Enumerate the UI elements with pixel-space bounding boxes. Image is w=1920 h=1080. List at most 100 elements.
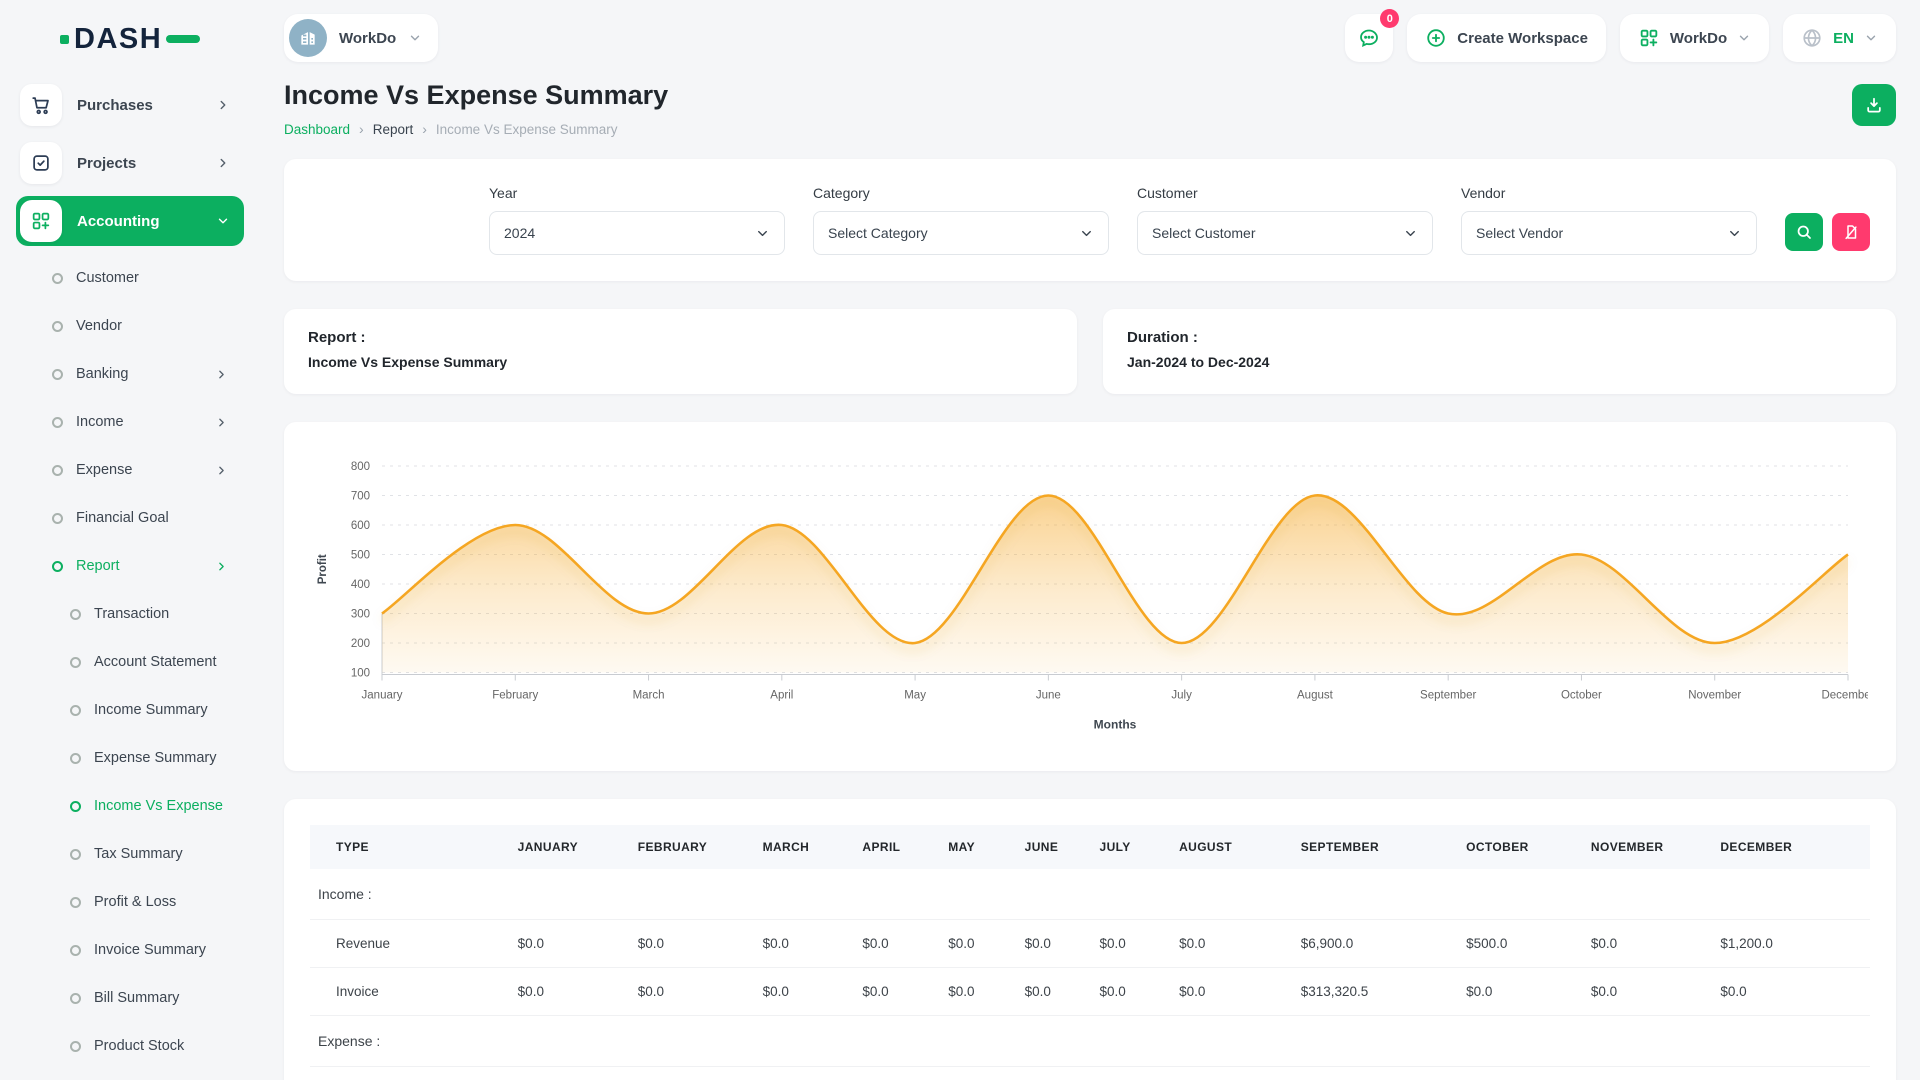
sidebar-item-label: Income Vs Expense xyxy=(94,798,223,814)
bullet-ring-icon xyxy=(70,945,81,956)
sidebar-item-customer[interactable]: Customer xyxy=(12,254,246,302)
sidebar-item-projects[interactable]: Projects xyxy=(16,138,244,188)
svg-text:200: 200 xyxy=(351,638,370,650)
sidebar-item-bill-summary[interactable]: Bill Summary xyxy=(12,974,246,1022)
sidebar-item-transaction[interactable]: Transaction xyxy=(12,590,246,638)
chevron-down-icon xyxy=(1737,31,1751,45)
bullet-ring-icon xyxy=(70,849,81,860)
chevron-right-icon xyxy=(215,368,228,381)
breadcrumb-report[interactable]: Report xyxy=(373,122,414,137)
sidebar-item-purchases[interactable]: Purchases xyxy=(16,80,244,130)
customer-select[interactable]: Select Customer xyxy=(1137,211,1433,255)
vendor-select[interactable]: Select Vendor xyxy=(1461,211,1757,255)
sidebar-main-nav: Purchases Projects Accounting xyxy=(12,80,246,246)
workspace-switcher[interactable]: WorkDo xyxy=(284,14,438,62)
bullet-ring-icon xyxy=(70,753,81,764)
profit-area-chart: 800700600500400300200100JanuaryFebruaryM… xyxy=(312,450,1868,755)
app-logo[interactable]: DASH xyxy=(12,14,246,64)
sidebar-item-label: Expense Summary xyxy=(94,750,217,766)
sidebar-item-label: Report xyxy=(76,558,120,574)
svg-text:October: October xyxy=(1561,690,1602,702)
sidebar-item-cash-flow[interactable]: Cash Flow xyxy=(12,1070,246,1080)
language-label: EN xyxy=(1833,30,1854,47)
group-label: Expense : xyxy=(310,1016,1870,1067)
sidebar-item-label: Purchases xyxy=(77,97,153,114)
messages-button[interactable]: 0 xyxy=(1345,14,1393,62)
row-value-cell: $0.0 xyxy=(940,968,1016,1016)
chevron-right-icon xyxy=(216,98,230,112)
category-select[interactable]: Select Category xyxy=(813,211,1109,255)
logo-dot-icon xyxy=(60,35,69,44)
bullet-ring-icon xyxy=(52,513,63,524)
bullet-ring-icon xyxy=(52,417,63,428)
svg-text:November: November xyxy=(1688,690,1741,702)
breadcrumb: Dashboard › Report › Income Vs Expense S… xyxy=(284,121,668,137)
svg-text:June: June xyxy=(1036,690,1061,702)
filter-field-customer: Customer Select Customer xyxy=(1137,185,1433,255)
plus-circle-icon xyxy=(1425,27,1447,49)
filter-label-customer: Customer xyxy=(1137,185,1433,201)
sidebar-item-label: Transaction xyxy=(94,606,169,622)
workspace-label: WorkDo xyxy=(339,30,396,47)
bullet-ring-icon xyxy=(70,705,81,716)
report-card-value: Income Vs Expense Summary xyxy=(308,354,1053,370)
sidebar-item-invoice-summary[interactable]: Invoice Summary xyxy=(12,926,246,974)
sidebar-item-expense-summary[interactable]: Expense Summary xyxy=(12,734,246,782)
svg-text:February: February xyxy=(492,690,538,702)
sidebar-item-accounting[interactable]: Accounting xyxy=(16,196,244,246)
chevron-down-icon xyxy=(1727,226,1742,241)
sidebar-item-banking[interactable]: Banking xyxy=(12,350,246,398)
download-icon xyxy=(1864,95,1884,115)
apply-filter-button[interactable] xyxy=(1785,213,1823,251)
sidebar-item-profit-loss[interactable]: Profit & Loss xyxy=(12,878,246,926)
sidebar-item-income-summary[interactable]: Income Summary xyxy=(12,686,246,734)
row-value-cell: $0.0 xyxy=(1171,968,1293,1016)
chevron-down-icon xyxy=(755,226,770,241)
breadcrumb-dashboard[interactable]: Dashboard xyxy=(284,122,350,137)
sidebar-item-financial-goal[interactable]: Financial Goal xyxy=(12,494,246,542)
sidebar-item-product-stock[interactable]: Product Stock xyxy=(12,1022,246,1070)
row-value-cell: $0.0 xyxy=(1017,920,1092,968)
table-group-row: Expense : xyxy=(310,1016,1870,1067)
bullet-ring-icon xyxy=(70,1041,81,1052)
sidebar-item-expense[interactable]: Expense xyxy=(12,446,246,494)
reset-filter-button[interactable] xyxy=(1832,213,1870,251)
bullet-ring-icon xyxy=(52,561,63,572)
svg-text:July: July xyxy=(1171,690,1192,702)
svg-text:500: 500 xyxy=(351,550,370,562)
chevron-right-icon xyxy=(216,156,230,170)
column-header-december: DECEMBER xyxy=(1712,825,1870,869)
row-value-cell: $0.0 xyxy=(1458,968,1583,1016)
row-type-cell: Invoice xyxy=(310,968,510,1016)
chevron-down-icon xyxy=(216,214,230,228)
row-value-cell: $0.0 xyxy=(630,968,755,1016)
select-value: Select Customer xyxy=(1152,225,1255,241)
row-value-cell: $0.0 xyxy=(940,920,1016,968)
language-selector[interactable]: EN xyxy=(1783,14,1896,62)
sidebar-item-income-vs-expense[interactable]: Income Vs Expense xyxy=(12,782,246,830)
column-header-august: AUGUST xyxy=(1171,825,1293,869)
topbar-actions: 0 Create Workspace WorkDo xyxy=(1345,14,1896,62)
tasks-icon xyxy=(30,152,52,174)
app-switcher-button[interactable]: WorkDo xyxy=(1620,14,1769,62)
sidebar-item-label: Tax Summary xyxy=(94,846,183,862)
sidebar-item-account-statement[interactable]: Account Statement xyxy=(12,638,246,686)
main-content: WorkDo 0 Create Workspace xyxy=(256,0,1920,1080)
download-report-button[interactable] xyxy=(1852,84,1896,126)
sidebar-item-label: Financial Goal xyxy=(76,510,169,526)
sidebar-item-vendor[interactable]: Vendor xyxy=(12,302,246,350)
bullet-ring-icon xyxy=(52,465,63,476)
year-select[interactable]: 2024 xyxy=(489,211,785,255)
summary-cards: Report : Income Vs Expense Summary Durat… xyxy=(284,309,1896,394)
row-value-cell: $0.0 xyxy=(854,968,940,1016)
sidebar-item-tax-summary[interactable]: Tax Summary xyxy=(12,830,246,878)
column-header-february: FEBRUARY xyxy=(630,825,755,869)
bullet-ring-icon xyxy=(52,273,63,284)
sidebar-item-report[interactable]: Report xyxy=(12,542,246,590)
sidebar-item-income[interactable]: Income xyxy=(12,398,246,446)
create-workspace-button[interactable]: Create Workspace xyxy=(1407,14,1606,62)
sidebar-item-label: Account Statement xyxy=(94,654,217,670)
filter-actions xyxy=(1785,185,1870,255)
select-value: 2024 xyxy=(504,225,535,241)
cart-icon xyxy=(30,94,52,116)
